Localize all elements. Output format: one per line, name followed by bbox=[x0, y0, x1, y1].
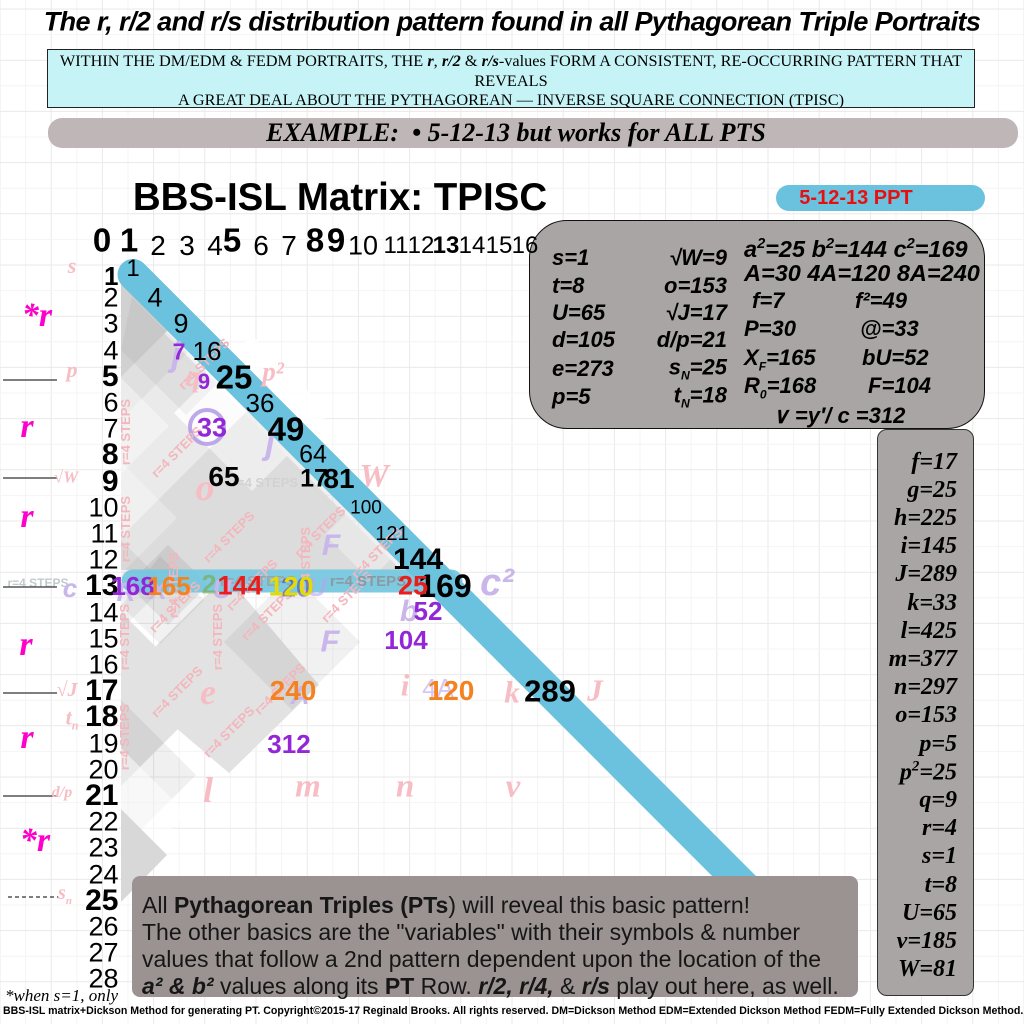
svg-text:r=4 STEPS: r=4 STEPS bbox=[298, 527, 313, 593]
svg-text:r=4 STEPS: r=4 STEPS bbox=[330, 573, 406, 590]
svg-text:r=4 STEPS: r=4 STEPS bbox=[210, 604, 225, 670]
svg-text:r=4 STEPS: r=4 STEPS bbox=[166, 552, 181, 618]
svg-text:r=4 STEPS: r=4 STEPS bbox=[220, 573, 296, 590]
svg-text:r=4 STEPS: r=4 STEPS bbox=[118, 496, 133, 562]
svg-text:r=4 STEPS: r=4 STEPS bbox=[117, 604, 132, 670]
svg-text:r=4 STEPS: r=4 STEPS bbox=[118, 399, 133, 465]
svg-text:r=4 STEPS: r=4 STEPS bbox=[232, 475, 298, 490]
svg-text:r=4 STEPS: r=4 STEPS bbox=[117, 704, 132, 770]
